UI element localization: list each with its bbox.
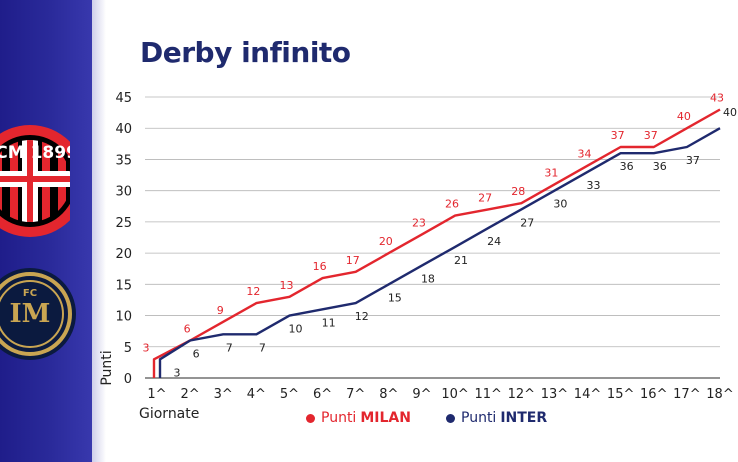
x-tick-label: 16^ [640, 387, 667, 402]
x-tick-label: 4^ [247, 387, 266, 402]
legend-inter: Punti INTER [446, 410, 547, 426]
legend-inter-prefix: Punti [461, 410, 497, 426]
inter-line [158, 127, 721, 378]
x-tick-label: 10^ [441, 387, 468, 402]
x-tick-label: 7^ [346, 387, 365, 402]
milan-data-label: 34 [578, 148, 592, 161]
inter-crest-icon: IM FC [0, 268, 76, 360]
legend-inter-dot [446, 413, 455, 423]
inter-data-label: 27 [520, 216, 534, 229]
x-tick-label: 12^ [508, 387, 535, 402]
milan-line [152, 108, 721, 378]
inter-data-label: 30 [553, 198, 567, 211]
milan-data-label: 26 [445, 198, 459, 211]
x-tick-label: 14^ [574, 387, 601, 402]
band-fade [92, 0, 106, 462]
x-tick-label: 5^ [280, 387, 299, 402]
inter-data-label: 3 [174, 366, 181, 379]
y-tick-label: 35 [115, 153, 132, 168]
legend-milan-prefix: Punti [321, 410, 357, 426]
milan-data-label: 40 [677, 110, 691, 123]
grid-layer [145, 96, 720, 379]
y-tick-label: 45 [115, 91, 132, 106]
y-tick-label: 10 [115, 310, 132, 325]
milan-data-label: 17 [346, 254, 360, 267]
y-tick-label: 0 [124, 372, 132, 387]
milan-data-label: 9 [217, 304, 224, 317]
svg-text:IM: IM [10, 299, 51, 329]
axis-layer: 0 5 10 15 20 25 30 35 40 45 1^ 2^ 3^ 4^ 5^ 6^ 7^ 8^ 9^ 10^ 1… [99, 91, 734, 422]
inter-data-label: 36 [653, 160, 667, 173]
inter-data-label: 15 [388, 291, 402, 304]
milan-data-label: 16 [313, 260, 327, 273]
milan-data-label: 28 [511, 185, 525, 198]
x-axis-label: Giornate [139, 406, 199, 422]
inter-data-label: 6 [193, 348, 200, 361]
milan-data-label: 6 [184, 323, 191, 336]
milan-data-label: 13 [279, 279, 293, 292]
milan-data-label: 12 [246, 285, 260, 298]
x-tick-label: 1^ [147, 387, 166, 402]
x-tick-label: 18^ [706, 387, 733, 402]
x-tick-label: 11^ [474, 387, 501, 402]
inter-data-label: 11 [322, 316, 336, 329]
milan-data-label: 20 [379, 235, 393, 248]
inter-data-label: 21 [454, 254, 468, 267]
milan-data-label: 43 [710, 91, 724, 104]
y-tick-label: 15 [115, 278, 132, 293]
inter-data-label: 18 [421, 273, 435, 286]
legend-milan-dot [306, 413, 315, 423]
legend-milan: Punti MILAN [306, 410, 411, 426]
x-tick-label: 15^ [607, 387, 634, 402]
legend-milan-team: MILAN [360, 410, 411, 426]
inter-data-label: 7 [226, 341, 233, 354]
milan-crest-acm: ACM 1899 [0, 143, 70, 163]
milan-data-label: 37 [611, 129, 625, 142]
y-tick-label: 20 [115, 247, 132, 262]
legend-inter-team: INTER [500, 410, 548, 426]
x-tick-label: 8^ [379, 387, 398, 402]
chart-title: Derby infinito [140, 36, 351, 69]
svg-text:FC: FC [23, 288, 37, 299]
inter-data-label: 7 [259, 341, 266, 354]
milan-data-label: 23 [412, 216, 426, 229]
x-tick-label: 3^ [214, 387, 233, 402]
x-tick-label: 6^ [313, 387, 332, 402]
inter-data-label: 40 [723, 106, 737, 119]
milan-data-label: 31 [544, 166, 558, 179]
y-tick-label: 30 [115, 185, 132, 200]
x-tick-label: 13^ [541, 387, 568, 402]
x-tick-label: 17^ [673, 387, 700, 402]
milan-data-label: 3 [143, 341, 150, 354]
milan-crest-icon: ACM 1899 [0, 125, 70, 237]
y-tick-label: 40 [115, 122, 132, 137]
milan-data-label: 27 [478, 191, 492, 204]
inter-data-label: 12 [355, 310, 369, 323]
x-tick-label: 9^ [412, 387, 431, 402]
inter-data-label: 33 [587, 179, 601, 192]
inter-data-label: 24 [487, 235, 501, 248]
inter-data-label: 37 [686, 154, 700, 167]
y-tick-label: 25 [115, 216, 132, 231]
series-layer [152, 108, 721, 378]
milan-data-label: 37 [644, 129, 658, 142]
inter-data-label: 10 [288, 323, 302, 336]
y-tick-label: 5 [124, 341, 132, 356]
inter-data-label: 36 [620, 160, 634, 173]
y-axis-label: Punti [99, 350, 115, 385]
x-tick-label: 2^ [181, 387, 200, 402]
